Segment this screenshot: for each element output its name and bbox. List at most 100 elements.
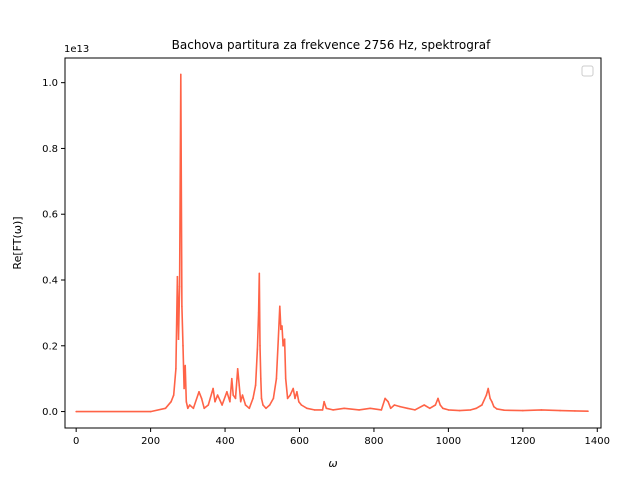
data-point — [325, 407, 328, 410]
chart-title: Bachova partitura za frekvence 2756 Hz, … — [172, 38, 491, 52]
data-point — [522, 409, 524, 412]
data-point — [177, 338, 180, 341]
data-point — [149, 410, 152, 413]
data-point — [252, 397, 254, 400]
data-point — [216, 394, 219, 396]
data-point — [183, 387, 185, 390]
data-point — [262, 404, 264, 406]
data-point — [272, 397, 275, 400]
data-point — [281, 325, 283, 327]
data-point — [75, 410, 77, 413]
data-point — [231, 377, 233, 380]
data-point — [300, 404, 303, 406]
y-tick-label: 0.2 — [42, 341, 58, 352]
data-point — [170, 400, 172, 403]
data-point — [175, 368, 177, 370]
x-axis-ticks: 0 200 400 600 800 1000 1200 1400 — [73, 428, 610, 447]
data-point — [176, 275, 179, 278]
data-point — [447, 409, 450, 411]
data-point — [284, 377, 287, 380]
data-point — [259, 345, 261, 347]
data-point — [164, 407, 167, 410]
data-point — [236, 368, 239, 370]
data-point — [212, 387, 214, 390]
x-tick-label: 800 — [364, 436, 383, 447]
data-point — [182, 345, 184, 347]
data-point — [200, 397, 203, 400]
data-point — [280, 328, 282, 331]
data-point — [559, 409, 561, 412]
data-point — [239, 400, 242, 403]
data-point — [414, 409, 416, 411]
data-point — [387, 400, 389, 403]
data-point — [491, 400, 493, 403]
x-tick-label: 1000 — [436, 436, 461, 447]
data-point — [587, 410, 589, 413]
data-point — [503, 409, 506, 412]
y-axis-ticks: 0.0 0.2 0.4 0.6 0.8 1.0 — [42, 78, 65, 418]
data-point — [423, 404, 426, 406]
data-point — [369, 407, 372, 410]
data-point — [207, 404, 210, 406]
y-tick-label: 0.8 — [42, 144, 58, 155]
y-tick-label: 0.4 — [42, 276, 58, 287]
data-point — [248, 407, 251, 410]
data-point — [487, 387, 490, 390]
data-point — [221, 404, 223, 406]
data-point — [475, 407, 478, 410]
data-point — [226, 391, 228, 393]
data-point — [298, 400, 300, 403]
data-point — [265, 407, 267, 410]
data-point — [282, 345, 284, 347]
data-point — [321, 409, 324, 411]
data-point — [187, 407, 189, 410]
data-point — [180, 73, 182, 76]
data-point — [294, 397, 296, 400]
data-point — [203, 407, 205, 410]
data-point — [184, 364, 186, 367]
x-tick-label: 0 — [73, 436, 79, 447]
data-point — [343, 407, 346, 410]
data-point — [540, 409, 543, 411]
data-point — [384, 397, 386, 400]
data-point — [389, 407, 392, 410]
data-point — [268, 404, 271, 406]
y-tick-label: 1.0 — [42, 78, 58, 89]
data-point — [442, 407, 444, 410]
data-point — [393, 404, 396, 406]
data-point — [283, 338, 286, 341]
data-point — [214, 400, 216, 403]
data-point — [275, 377, 278, 380]
data-point — [238, 384, 240, 387]
data-point — [234, 397, 237, 400]
data-point — [192, 407, 195, 410]
data-point — [406, 407, 409, 410]
data-point — [229, 400, 231, 403]
data-point — [496, 408, 498, 410]
y-axis-offset-label: 1e13 — [64, 44, 89, 55]
data-point — [181, 305, 183, 308]
data-point — [254, 384, 257, 387]
data-point — [306, 407, 308, 410]
data-point — [332, 409, 334, 411]
x-axis-title: ω — [328, 457, 337, 470]
data-point — [429, 407, 431, 410]
data-point — [574, 410, 576, 412]
data-point — [260, 397, 263, 400]
data-point — [260, 377, 262, 380]
y-axis-title: Re[FT(ω)] — [11, 216, 24, 269]
data-point — [258, 272, 261, 275]
data-point — [292, 387, 295, 390]
series-group — [75, 73, 589, 413]
data-point — [279, 305, 281, 308]
data-point — [439, 404, 442, 406]
data-point — [469, 409, 472, 411]
data-point — [241, 394, 244, 396]
x-tick-label: 600 — [290, 436, 309, 447]
x-tick-label: 400 — [216, 436, 235, 447]
axes-frame — [64, 57, 602, 429]
x-tick-label: 1400 — [585, 436, 610, 447]
data-point — [244, 404, 247, 406]
data-point — [256, 348, 259, 350]
